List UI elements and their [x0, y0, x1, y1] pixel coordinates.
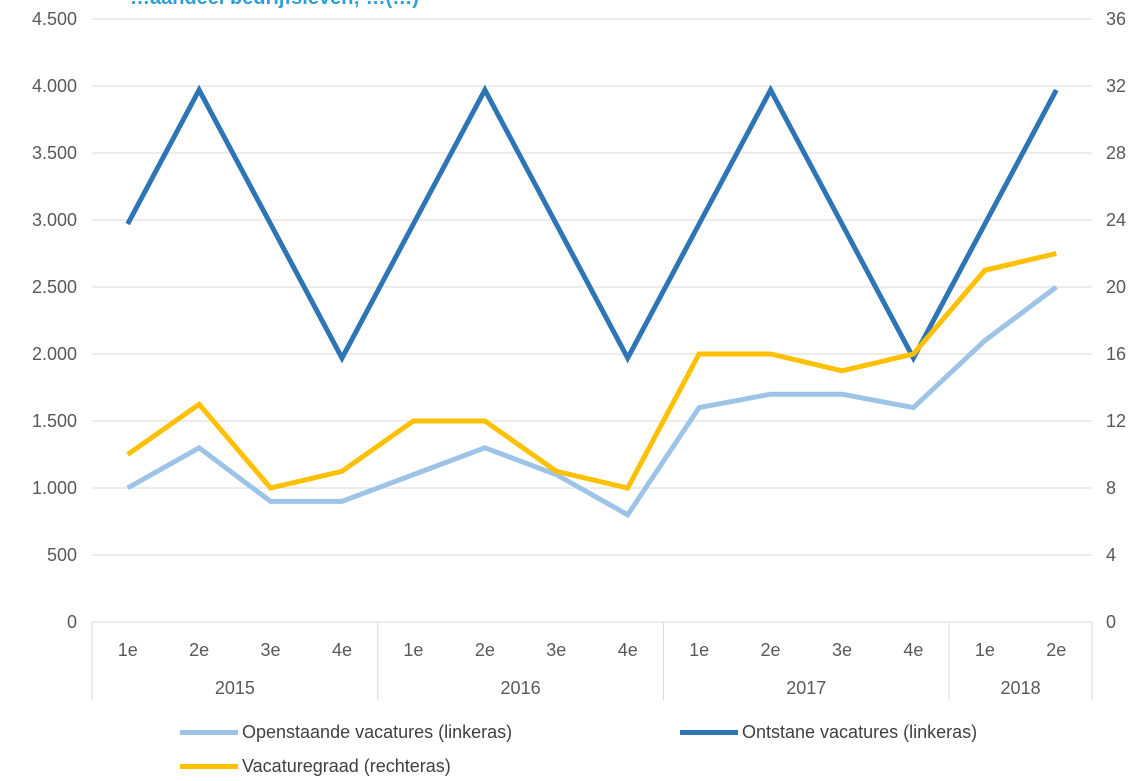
right-axis-tick-label: 12: [1106, 411, 1126, 431]
series-line-1: [126, 285, 1058, 519]
right-axis-tick-label: 20: [1106, 277, 1126, 297]
legend-item-openstaande: Openstaande vacatures (linkeras): [180, 722, 512, 743]
right-axis-tick-label: 0: [1106, 612, 1116, 632]
right-axis-tick-label: 8: [1106, 478, 1116, 498]
quarter-tick-label: 3e: [546, 640, 566, 660]
chart-title: …aandeel bedrijfsleven; …(…): [130, 0, 419, 9]
left-axis-tick-label: 500: [47, 545, 77, 565]
legend-item-vacaturegraad: Vacaturegraad (rechteras): [180, 756, 451, 777]
quarter-tick-label: 1e: [689, 640, 709, 660]
right-axis-tick-label: 16: [1106, 344, 1126, 364]
left-axis-tick-labels: 0 500 1.000 1.500 2.000 2.500 3.000 3.500 4.000 4…: [32, 9, 77, 632]
quarter-tick-label: 2e: [475, 640, 495, 660]
legend-swatch-openstaande: [180, 730, 238, 735]
quarter-tick-label: 4e: [618, 640, 638, 660]
right-axis-tick-label: 4: [1106, 545, 1116, 565]
quarter-tick-label: 1e: [118, 640, 138, 660]
left-axis-tick-label: 2.000: [32, 344, 77, 364]
quarter-tick-label: 1e: [975, 640, 995, 660]
series-line-3: [126, 251, 1057, 491]
legend-swatch-vacaturegraad: [180, 764, 238, 769]
left-axis-tick-label: 3.500: [32, 143, 77, 163]
left-axis-tick-label: 0: [67, 612, 77, 632]
legend-swatch-ontstane: [680, 730, 738, 735]
legend-label-vacaturegraad: Vacaturegraad (rechteras): [242, 756, 451, 776]
right-axis-tick-label: 24: [1106, 210, 1126, 230]
left-axis-tick-label: 3.000: [32, 210, 77, 230]
quarter-tick-label: 3e: [832, 640, 852, 660]
left-axis-tick-label: 4.500: [32, 9, 77, 29]
right-axis-tick-label: 32: [1106, 76, 1126, 96]
quarter-tick-label: 4e: [903, 640, 923, 660]
category-axis: 1e 2e 3e 4e 1e 2e 3e 4e 1e 2e 3e 4e 1e 2e 2015 2016 2017…: [91, 621, 1093, 700]
year-tick-label: 2016: [501, 678, 541, 698]
year-tick-label: 2015: [215, 678, 255, 698]
right-axis-tick-labels: 0 4 8 12 16 20 24 28 32 36: [1106, 9, 1126, 632]
legend-label-openstaande: Openstaande vacatures (linkeras): [242, 722, 513, 742]
legend-label-ontstane: Ontstane vacatures (linkeras): [742, 722, 978, 742]
left-axis-tick-label: 2.500: [32, 277, 77, 297]
quarter-tick-label: 2e: [761, 640, 781, 660]
quarter-tick-label: 2e: [189, 640, 209, 660]
quarter-tick-label: 3e: [261, 640, 281, 660]
left-axis-tick-label: 4.000: [32, 76, 77, 96]
legend-item-ontstane: Ontstane vacatures (linkeras): [680, 722, 977, 743]
left-axis-tick-label: 1.500: [32, 411, 77, 431]
quarter-tick-label: 1e: [403, 640, 423, 660]
year-tick-label: 2017: [786, 678, 826, 698]
series-line-2: [125, 84, 1059, 364]
quarter-tick-label: 4e: [332, 640, 352, 660]
series-lines: [125, 84, 1059, 519]
right-axis-tick-label: 28: [1106, 143, 1126, 163]
right-axis-tick-label: 36: [1106, 9, 1126, 29]
left-axis-tick-label: 1.000: [32, 478, 77, 498]
quarter-tick-label: 2e: [1046, 640, 1066, 660]
year-tick-label: 2018: [1001, 678, 1041, 698]
